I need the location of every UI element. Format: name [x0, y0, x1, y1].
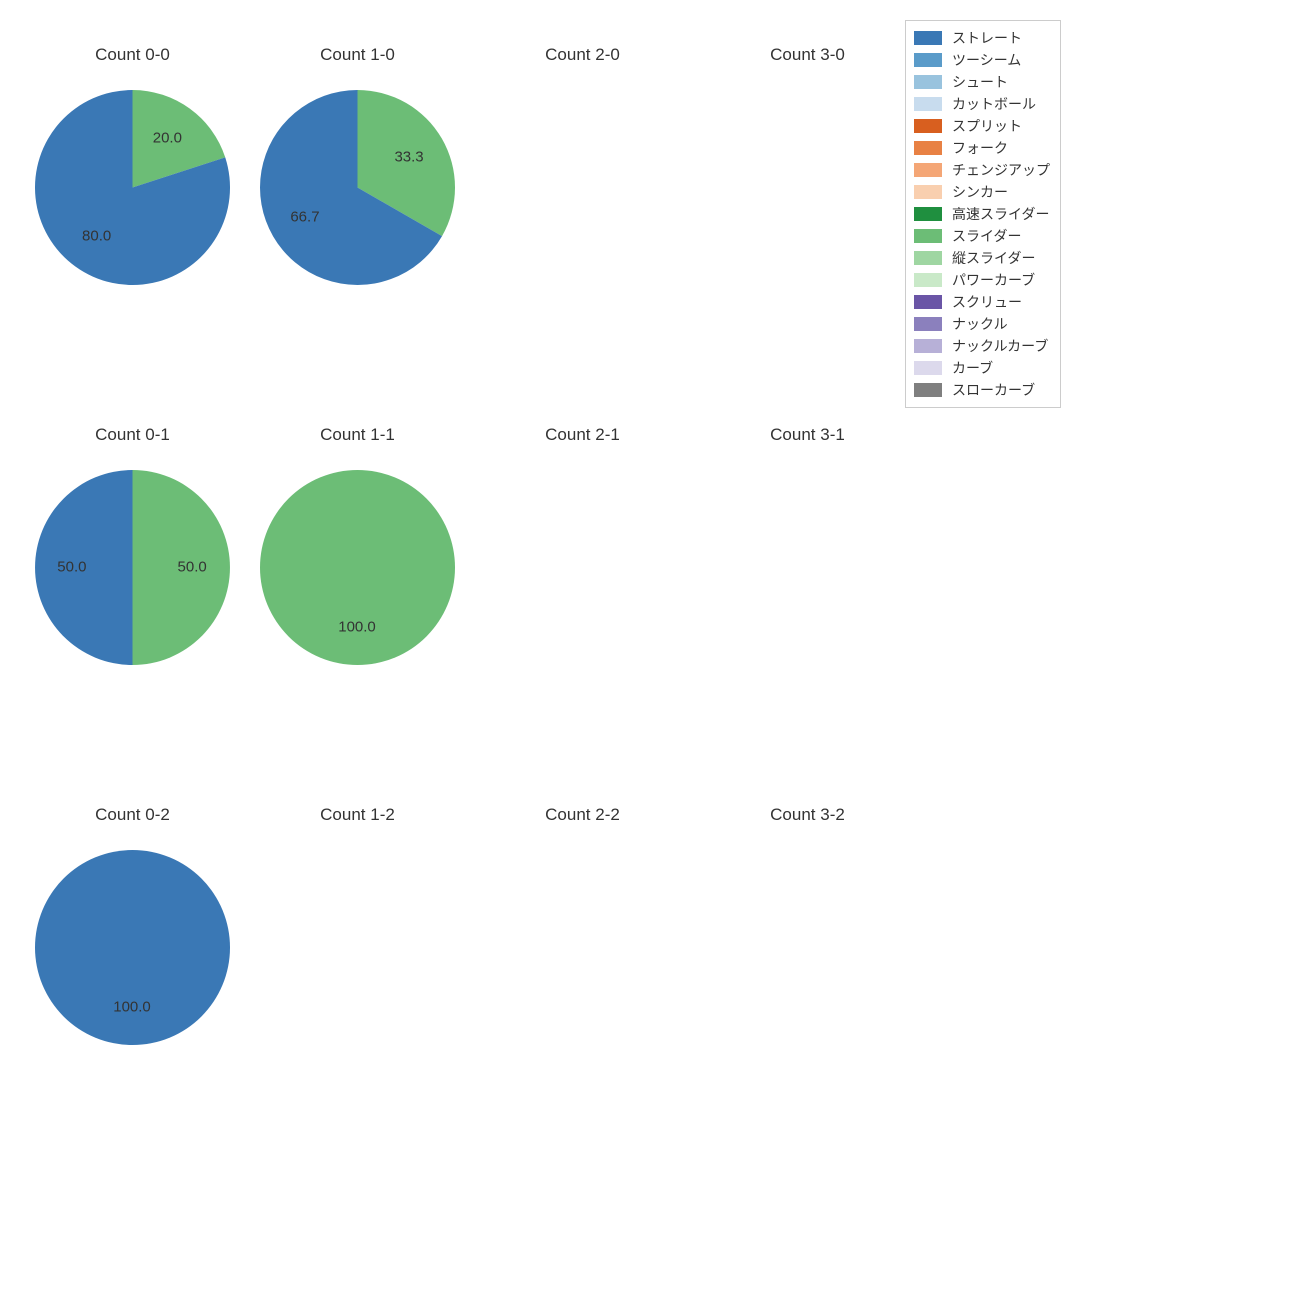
pie-wrap: 50.0 50.0	[35, 470, 230, 665]
legend-item: ナックルカーブ	[914, 335, 1050, 357]
legend-item: チェンジアップ	[914, 159, 1050, 181]
pie-panel: Count 3-2	[695, 805, 920, 1205]
pie-panel: Count 0-1 50.0 50.0	[20, 425, 245, 825]
legend-swatch	[914, 361, 942, 375]
pie-chart	[260, 470, 455, 665]
legend-label: カーブ	[952, 358, 993, 378]
panel-title: Count 3-1	[695, 425, 920, 445]
legend-label: ツーシーム	[952, 50, 1021, 70]
legend-swatch	[914, 97, 942, 111]
legend-swatch	[914, 163, 942, 177]
slice-label: 50.0	[178, 559, 207, 576]
chart-canvas: Count 0-020.080.0Count 1-033.366.7Count …	[0, 0, 1300, 1300]
legend-label: スライダー	[952, 226, 1021, 246]
pie-wrap: 33.3 66.7	[260, 90, 455, 285]
legend-item: シュート	[914, 71, 1050, 93]
legend-label: カットボール	[952, 94, 1036, 114]
legend-item: カットボール	[914, 93, 1050, 115]
legend-label: スクリュー	[952, 292, 1022, 312]
legend-item: カーブ	[914, 357, 1050, 379]
slice-label: 100.0	[113, 999, 151, 1016]
panel-title: Count 3-2	[695, 805, 920, 825]
pie-panel: Count 2-0	[470, 45, 695, 445]
legend-item: スローカーブ	[914, 379, 1050, 401]
legend-item: 高速スライダー	[914, 203, 1050, 225]
legend-swatch	[914, 383, 942, 397]
pie-panel: Count 2-2	[470, 805, 695, 1205]
legend-swatch	[914, 119, 942, 133]
slice-label: 50.0	[57, 559, 86, 576]
legend-label: フォーク	[952, 138, 1008, 158]
legend-swatch	[914, 339, 942, 353]
legend-item: スプリット	[914, 115, 1050, 137]
legend: ストレートツーシームシュートカットボールスプリットフォークチェンジアップシンカー…	[905, 20, 1061, 408]
panel-title: Count 1-1	[245, 425, 470, 445]
legend-label: シンカー	[952, 182, 1008, 202]
legend-label: シュート	[952, 72, 1008, 92]
legend-swatch	[914, 273, 942, 287]
legend-label: スプリット	[952, 116, 1022, 136]
legend-item: スライダー	[914, 225, 1050, 247]
pie-panel: Count 3-1	[695, 425, 920, 825]
pie-chart	[35, 90, 230, 285]
legend-swatch	[914, 251, 942, 265]
pie-slice	[35, 850, 230, 1045]
panel-title: Count 0-2	[20, 805, 245, 825]
legend-item: ストレート	[914, 27, 1050, 49]
pie-slice	[260, 470, 455, 665]
panel-title: Count 0-0	[20, 45, 245, 65]
legend-swatch	[914, 53, 942, 67]
pie-panel: Count 3-0	[695, 45, 920, 445]
panel-title: Count 1-2	[245, 805, 470, 825]
legend-item: 縦スライダー	[914, 247, 1050, 269]
pie-wrap: 100.0	[35, 850, 230, 1045]
pie-wrap: 100.0	[260, 470, 455, 665]
panel-title: Count 2-0	[470, 45, 695, 65]
panel-title: Count 1-0	[245, 45, 470, 65]
legend-item: スクリュー	[914, 291, 1050, 313]
legend-label: ストレート	[952, 28, 1022, 48]
legend-item: パワーカーブ	[914, 269, 1050, 291]
legend-label: ナックルカーブ	[952, 336, 1048, 356]
legend-swatch	[914, 317, 942, 331]
legend-swatch	[914, 141, 942, 155]
pie-chart	[35, 850, 230, 1045]
slice-label: 80.0	[82, 227, 111, 244]
legend-item: フォーク	[914, 137, 1050, 159]
legend-swatch	[914, 295, 942, 309]
legend-label: チェンジアップ	[952, 160, 1050, 180]
legend-label: 高速スライダー	[952, 204, 1049, 224]
legend-item: ナックル	[914, 313, 1050, 335]
legend-label: パワーカーブ	[952, 270, 1035, 290]
slice-label: 100.0	[338, 619, 376, 636]
legend-swatch	[914, 75, 942, 89]
legend-item: ツーシーム	[914, 49, 1050, 71]
slice-label: 33.3	[394, 148, 423, 165]
panel-title: Count 2-1	[470, 425, 695, 445]
pie-panel: Count 1-1 100.0	[245, 425, 470, 825]
legend-swatch	[914, 229, 942, 243]
legend-swatch	[914, 31, 942, 45]
legend-swatch	[914, 207, 942, 221]
legend-label: ナックル	[952, 314, 1008, 334]
pie-panel: Count 1-0 33.3 66.7	[245, 45, 470, 445]
legend-label: スローカーブ	[952, 380, 1035, 400]
legend-item: シンカー	[914, 181, 1050, 203]
pie-chart	[260, 90, 455, 285]
legend-swatch	[914, 185, 942, 199]
panel-title: Count 0-1	[20, 425, 245, 445]
slice-label: 20.0	[153, 130, 182, 147]
panel-title: Count 3-0	[695, 45, 920, 65]
slice-label: 66.7	[290, 209, 319, 226]
pie-panel: Count 1-2	[245, 805, 470, 1205]
pie-panel: Count 2-1	[470, 425, 695, 825]
panel-title: Count 2-2	[470, 805, 695, 825]
pie-wrap: 20.0 80.0	[35, 90, 230, 285]
legend-label: 縦スライダー	[952, 248, 1035, 268]
pie-panel: Count 0-0 20.0 80.0	[20, 45, 245, 445]
pie-panel: Count 0-2 100.0	[20, 805, 245, 1205]
